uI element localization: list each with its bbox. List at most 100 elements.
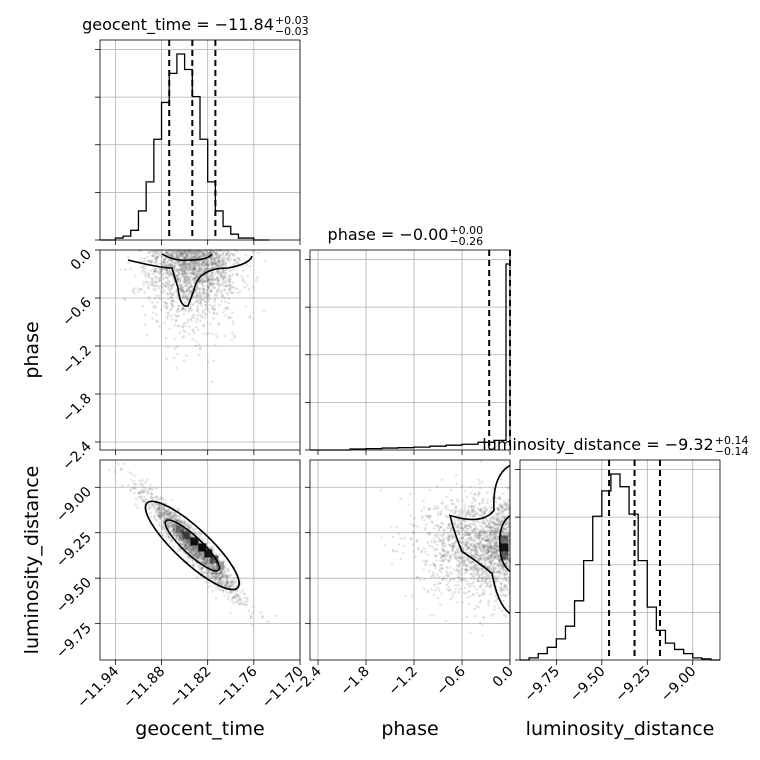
sample-point bbox=[212, 311, 216, 315]
sample-point bbox=[455, 563, 459, 567]
sample-point bbox=[149, 511, 152, 515]
sample-point bbox=[175, 250, 179, 253]
sample-point bbox=[230, 286, 234, 289]
sample-point bbox=[186, 278, 189, 281]
sample-point bbox=[441, 547, 444, 550]
sample-point bbox=[195, 256, 198, 260]
sample-point bbox=[403, 536, 406, 540]
sample-point bbox=[184, 281, 187, 285]
sample-point bbox=[194, 252, 197, 256]
sample-point bbox=[195, 293, 199, 297]
sample-point bbox=[224, 284, 227, 287]
sample-point bbox=[180, 267, 184, 270]
sample-point bbox=[175, 275, 178, 279]
sample-point bbox=[446, 531, 450, 535]
sample-point bbox=[431, 573, 435, 577]
sample-point bbox=[221, 268, 225, 272]
sample-point bbox=[232, 268, 235, 272]
sample-point bbox=[181, 286, 185, 290]
sample-point bbox=[196, 295, 199, 299]
sample-point bbox=[176, 324, 180, 328]
sample-point bbox=[241, 277, 245, 281]
sample-point bbox=[155, 259, 158, 263]
sample-point bbox=[159, 269, 163, 273]
sample-point bbox=[237, 257, 241, 261]
sample-point bbox=[163, 284, 166, 287]
sample-point bbox=[151, 311, 155, 314]
sample-point bbox=[225, 257, 229, 260]
sample-point bbox=[457, 590, 461, 594]
sample-point bbox=[436, 525, 440, 528]
sample-point bbox=[194, 344, 198, 348]
sample-point bbox=[196, 252, 200, 256]
sample-point bbox=[185, 272, 189, 276]
sample-point bbox=[177, 267, 180, 270]
sample-point bbox=[184, 250, 188, 254]
sample-point bbox=[192, 268, 196, 271]
sample-point bbox=[192, 250, 196, 253]
sample-point bbox=[194, 261, 197, 265]
sample-point bbox=[187, 267, 190, 270]
sample-point bbox=[227, 250, 230, 254]
sample-point bbox=[202, 259, 206, 263]
sample-point bbox=[189, 317, 193, 321]
sample-point bbox=[206, 586, 210, 589]
sample-point bbox=[190, 264, 194, 268]
sample-point bbox=[214, 298, 217, 302]
sample-point bbox=[502, 585, 506, 588]
sample-point bbox=[248, 315, 252, 319]
sample-point bbox=[197, 262, 200, 266]
sample-point bbox=[199, 266, 203, 270]
sample-point bbox=[482, 616, 485, 620]
sample-point bbox=[155, 294, 159, 298]
sample-point bbox=[142, 489, 145, 493]
sample-point bbox=[180, 255, 184, 259]
sample-point bbox=[186, 275, 189, 279]
sample-point bbox=[199, 254, 202, 258]
sample-point bbox=[165, 281, 169, 285]
sample-point bbox=[475, 563, 479, 567]
sample-point bbox=[198, 269, 201, 272]
sample-point bbox=[479, 621, 482, 625]
sample-point bbox=[204, 280, 207, 283]
sample-point bbox=[211, 278, 215, 281]
sample-point bbox=[157, 514, 161, 518]
sample-point bbox=[150, 259, 154, 262]
sample-point bbox=[203, 570, 207, 574]
sample-point bbox=[472, 572, 476, 575]
sample-point bbox=[206, 263, 209, 267]
sample-point bbox=[478, 482, 481, 485]
sample-point bbox=[159, 262, 163, 266]
sample-point bbox=[217, 288, 221, 292]
sample-point bbox=[206, 285, 210, 289]
sample-point bbox=[458, 587, 462, 590]
sample-point bbox=[186, 545, 190, 549]
sample-point bbox=[181, 275, 184, 278]
sample-point bbox=[207, 251, 210, 255]
sample-point bbox=[197, 270, 201, 274]
sample-point bbox=[229, 581, 233, 584]
sample-point bbox=[162, 513, 165, 517]
sample-point bbox=[137, 290, 140, 294]
sample-point bbox=[173, 347, 176, 350]
sample-point bbox=[148, 251, 151, 254]
sample-point bbox=[181, 252, 184, 256]
sample-point bbox=[216, 263, 219, 267]
sample-point bbox=[181, 249, 184, 253]
sample-point bbox=[166, 260, 169, 264]
sample-point bbox=[479, 546, 482, 549]
sample-point bbox=[212, 250, 216, 254]
sample-point bbox=[161, 286, 164, 290]
sample-point bbox=[185, 297, 189, 301]
sample-point bbox=[266, 620, 270, 623]
sample-point bbox=[165, 302, 168, 305]
sample-point bbox=[251, 605, 255, 609]
sample-point bbox=[198, 297, 202, 301]
sample-point bbox=[205, 292, 208, 295]
sample-point bbox=[506, 487, 510, 490]
sample-point bbox=[171, 254, 174, 257]
sample-point bbox=[475, 604, 478, 608]
sample-point bbox=[446, 508, 450, 511]
sample-point bbox=[172, 280, 176, 283]
sample-point bbox=[206, 263, 210, 267]
